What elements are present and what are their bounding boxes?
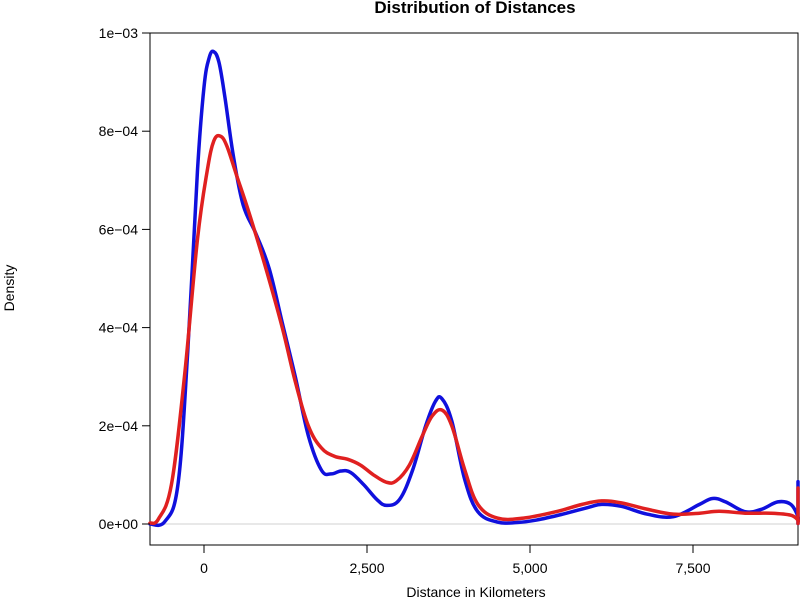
y-tick-label: 1e−03 (99, 25, 139, 41)
series-layer (148, 49, 800, 528)
x-tick-label: 7,500 (675, 560, 710, 576)
y-tick-label: 2e−04 (99, 418, 139, 434)
chart-title: Distribution of Distances (374, 0, 575, 17)
y-tick-label: 0e+00 (99, 516, 139, 532)
x-tick-label: 5,000 (512, 560, 547, 576)
x-tick-label: 2,500 (349, 560, 384, 576)
density-line-2 (148, 133, 800, 526)
y-axis-label: Density (1, 265, 17, 312)
y-axis: 0e+00 2e−04 4e−04 6e−04 8e−04 1e−03 (99, 25, 150, 532)
x-axis-label: Distance in Kilometers (406, 584, 545, 600)
y-tick-label: 4e−04 (99, 320, 139, 336)
density-line-1 (148, 49, 800, 528)
plot-frame (149, 32, 799, 546)
y-tick-label: 6e−04 (99, 221, 139, 237)
x-tick-label: 0 (200, 560, 208, 576)
y-tick-label: 8e−04 (99, 123, 139, 139)
